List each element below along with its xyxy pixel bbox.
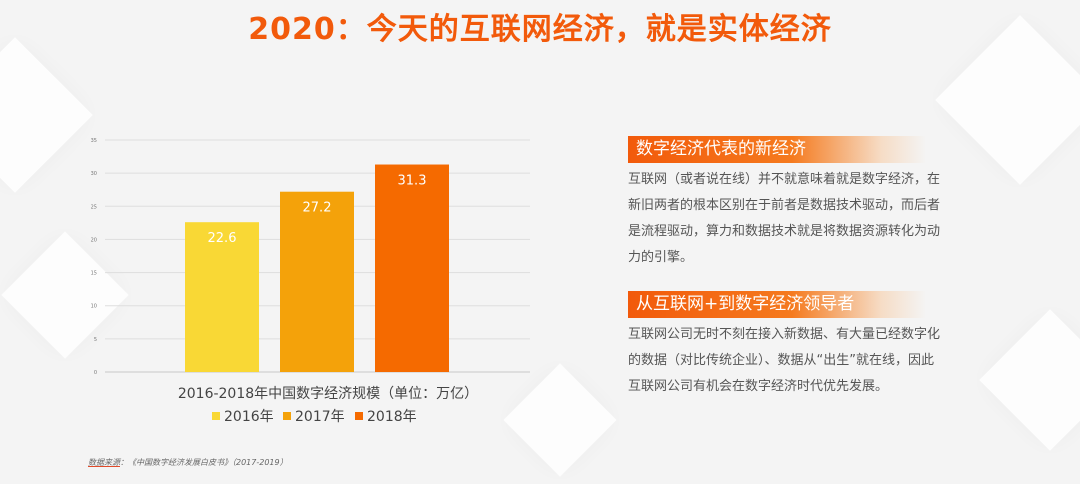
y-tick-label: 25: [91, 204, 97, 210]
bar-value-labels: 22.6 27.2 31.3: [208, 174, 427, 247]
background-square: [979, 309, 1080, 451]
bar-value-label: 27.2: [303, 201, 332, 216]
bar-value-label: 31.3: [398, 174, 427, 189]
legend-label: 2017年: [295, 409, 345, 425]
legend-swatch: [355, 412, 363, 420]
chart-bars: [185, 164, 449, 372]
section-body: 互联网公司无时不刻在接入新数据、有大量已经数字化的数据（对比传统企业）、数据从“…: [628, 327, 941, 394]
data-source-note: 数据来源：《中国数字经济发展白皮书》（2017-2019）: [88, 457, 288, 468]
data-source-text: ：《中国数字经济发展白皮书》（2017-2019）: [120, 458, 288, 467]
bar: [185, 222, 259, 372]
y-tick-label: 30: [91, 171, 97, 177]
section-digital-leader: 从互联网+到数字经济领导者 互联网公司无时不刻在接入新数据、有大量已经数字化的数…: [628, 291, 958, 400]
chart-legend: 2016年 2017年 2018年: [212, 409, 417, 425]
bar-value-label: 22.6: [208, 231, 237, 246]
section-new-economy: 数字经济代表的新经济 互联网（或者说在线）并不就意味着就是数字经济，在新旧两者的…: [628, 136, 958, 271]
y-tick-label: 20: [91, 237, 97, 243]
section-body: 互联网（或者说在线）并不就意味着就是数字经济，在新旧两者的根本区别在于前者是数据…: [628, 172, 941, 265]
section-heading: 数字经济代表的新经济: [628, 136, 926, 163]
bar-chart: 0 5 10 15 20 25 30 35 22.6 27.2 31.3 2016-2018年中国…: [91, 138, 530, 425]
data-source-label: 数据来源: [88, 458, 120, 467]
y-tick-label: 0: [94, 370, 97, 376]
chart-title: 2016-2018年中国数字经济规模（单位：万亿）: [178, 386, 478, 402]
section-heading: 从互联网+到数字经济领导者: [628, 291, 926, 318]
legend-swatch: [212, 412, 220, 420]
legend-label: 2018年: [367, 409, 417, 425]
page-title: 2020：今天的互联网经济，就是实体经济: [248, 12, 832, 47]
bar: [280, 191, 354, 372]
legend-label: 2016年: [224, 409, 274, 425]
y-axis-ticks: 0 5 10 15 20 25 30 35: [91, 138, 97, 376]
y-tick-label: 15: [91, 271, 97, 277]
bar: [375, 164, 449, 372]
legend-swatch: [283, 412, 291, 420]
y-tick-label: 5: [94, 337, 97, 343]
y-tick-label: 35: [91, 138, 97, 144]
y-tick-label: 10: [91, 304, 97, 310]
